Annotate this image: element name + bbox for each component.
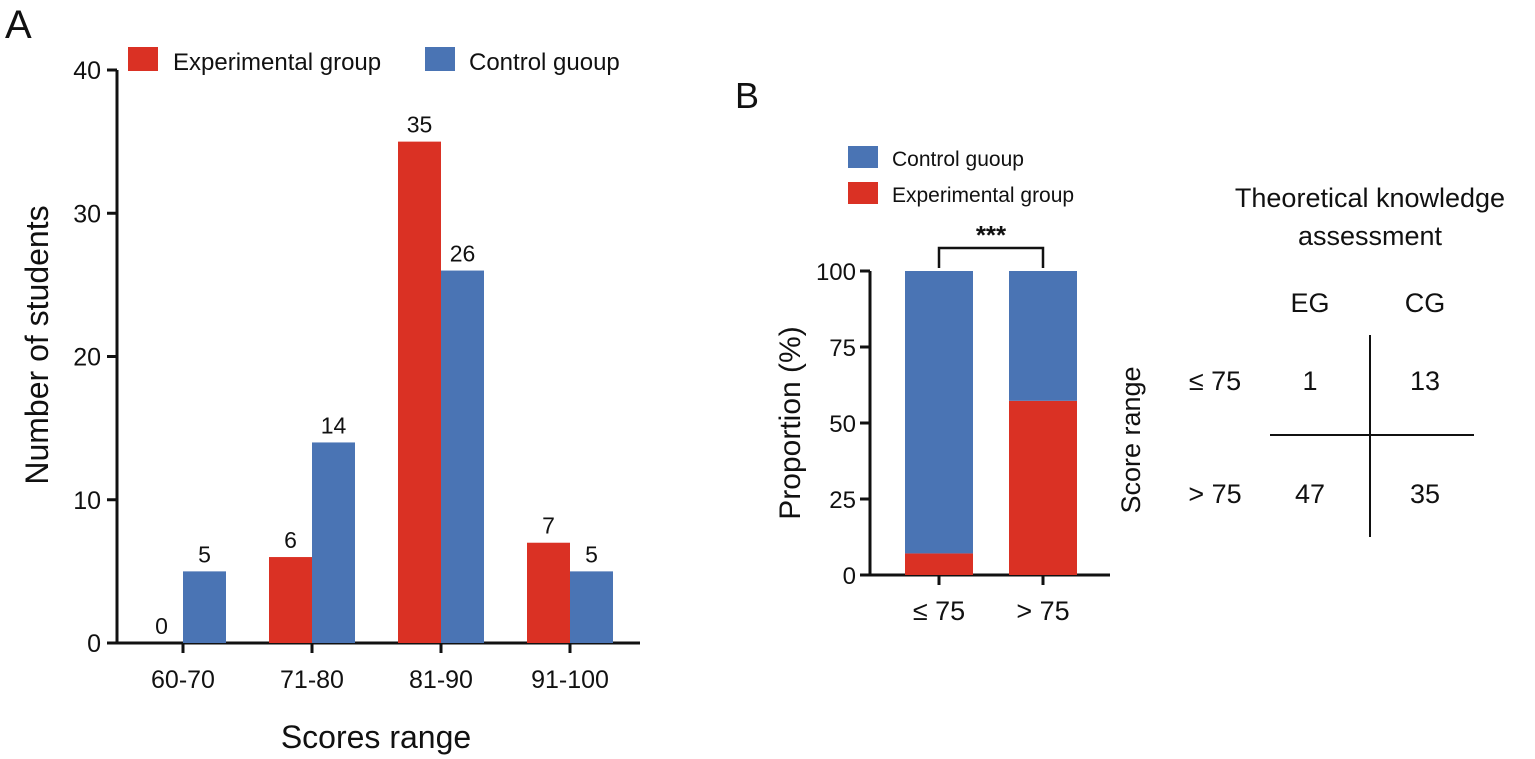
- table-title-line-1: Theoretical knowledge: [1235, 183, 1505, 213]
- significance-stars: ***: [976, 220, 1007, 250]
- y-tick-label: 30: [73, 200, 101, 228]
- legend-swatch-experimental: [848, 182, 878, 204]
- data-label: 26: [450, 241, 476, 267]
- y-axis-title: Proportion (%): [774, 326, 807, 519]
- bar-experimental: [527, 542, 570, 643]
- table-cell: 35: [1410, 479, 1440, 509]
- y-tick-label: 20: [73, 344, 101, 372]
- column-header-eg: EG: [1290, 288, 1329, 318]
- legend-label-experimental: Experimental group: [173, 49, 381, 76]
- significance-bracket: [937, 246, 1045, 268]
- column-header-cg: CG: [1405, 288, 1446, 318]
- chart-a: Experimental group Control guoup Scores …: [19, 47, 640, 755]
- data-label: 5: [198, 541, 211, 567]
- data-label: 14: [321, 412, 347, 438]
- x-tick-label: > 75: [1016, 596, 1069, 626]
- bar-control: [312, 442, 355, 643]
- legend-label-control: Control guoup: [892, 148, 1024, 171]
- stacked-bar-control: [1009, 271, 1077, 401]
- y-tick-label: 0: [87, 630, 101, 658]
- row-label: ≤ 75: [1189, 366, 1241, 396]
- y-axis-title: Number of students: [19, 205, 55, 484]
- bar-control: [570, 571, 613, 643]
- legend-label-control: Control guoup: [469, 49, 620, 76]
- y-tick-label: 0: [843, 563, 856, 590]
- y-tick-label: 100: [816, 259, 856, 286]
- bar-control: [183, 571, 226, 643]
- y-tick-label: 10: [73, 487, 101, 515]
- x-tick-label: 60-70: [151, 666, 215, 694]
- x-tick-label: ≤ 75: [913, 596, 965, 626]
- data-label: 7: [542, 513, 555, 539]
- table-cell: 13: [1410, 366, 1440, 396]
- row-axis-label: Score range: [1116, 366, 1146, 513]
- bar-control: [441, 270, 484, 643]
- data-label: 0: [155, 613, 168, 639]
- legend-swatch-control: [425, 47, 455, 71]
- bar-experimental: [269, 557, 312, 643]
- x-tick-label: 81-90: [409, 666, 473, 694]
- data-label: 6: [284, 527, 297, 553]
- legend-swatch-experimental: [128, 47, 158, 71]
- stacked-bar-control: [905, 271, 973, 554]
- chart-b: Control guoup Experimental group *** Pro…: [774, 146, 1110, 626]
- table-title-line-2: assessment: [1298, 221, 1443, 251]
- legend-label-experimental: Experimental group: [892, 184, 1074, 207]
- panel-label-b: B: [735, 75, 759, 116]
- table-cell: 1: [1302, 366, 1317, 396]
- y-tick-label: 75: [829, 335, 856, 362]
- data-label: 35: [407, 112, 433, 138]
- x-tick-label: 91-100: [531, 666, 609, 694]
- contingency-table: Theoretical knowledge assessment Score r…: [1116, 183, 1505, 537]
- stacked-bar-experimental: [905, 553, 973, 575]
- panel-label-a: A: [5, 3, 32, 47]
- legend-swatch-control: [848, 146, 878, 168]
- y-tick-label: 25: [829, 487, 856, 514]
- bar-experimental: [398, 141, 441, 643]
- row-label: > 75: [1188, 479, 1241, 509]
- data-label: 5: [585, 541, 598, 567]
- y-tick-label: 50: [829, 411, 856, 438]
- stacked-bar-experimental: [1009, 400, 1077, 575]
- y-tick-label: 40: [73, 57, 101, 85]
- x-tick-label: 71-80: [280, 666, 344, 694]
- x-axis-title: Scores range: [281, 719, 471, 755]
- table-cell: 47: [1295, 479, 1325, 509]
